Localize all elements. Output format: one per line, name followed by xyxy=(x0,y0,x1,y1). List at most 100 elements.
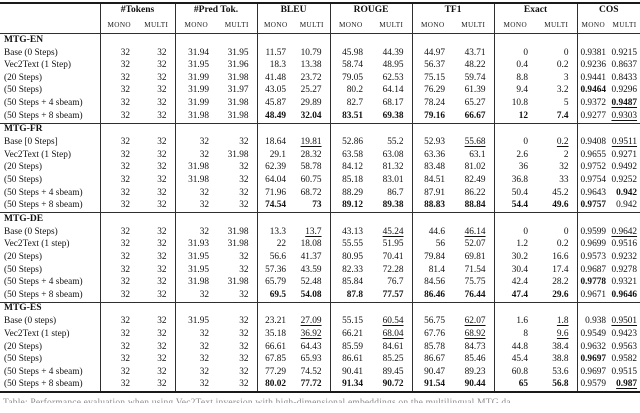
value-cell: 0.987 xyxy=(616,379,638,390)
value-cell: 32 xyxy=(157,72,167,83)
value-cell: 31.95 xyxy=(174,315,218,329)
value-cell: 74.54 xyxy=(256,199,295,213)
value-cell: 66.67 xyxy=(464,110,486,121)
value-cell: 10.8 xyxy=(493,97,537,110)
value-cell: 32 xyxy=(174,353,218,367)
value-cell: 32 xyxy=(99,366,138,379)
value-cell: 85.84 xyxy=(329,276,372,290)
value-cell: 51.95 xyxy=(382,239,404,250)
value-cell: 55.15 xyxy=(329,315,372,329)
value-cell: 62.39 xyxy=(256,161,295,175)
value-cell: 32 xyxy=(174,186,218,200)
value-cell: 79.16 xyxy=(411,109,454,124)
value-cell: 44.39 xyxy=(382,47,404,58)
value-cell: 32 xyxy=(174,289,218,303)
empty-cell xyxy=(256,122,295,137)
value-cell: 56.6 xyxy=(256,251,295,264)
value-cell: 32 xyxy=(99,199,138,213)
value-cell: 8.8 xyxy=(493,72,537,85)
value-cell: 32 xyxy=(157,47,167,58)
value-cell: 91.54 xyxy=(411,378,454,393)
results-table-body: MTG-EN Base (0 Steps) 32 32 31.94 31.95 11.57 1… xyxy=(0,33,640,393)
value-cell: 62.53 xyxy=(382,72,404,83)
subheader-cell: MULTI xyxy=(379,20,404,29)
value-cell: 46.14 xyxy=(464,226,486,237)
empty-cell xyxy=(609,301,640,316)
value-cell: 0.9232 xyxy=(611,251,638,262)
value-cell: 32 xyxy=(157,328,167,339)
empty-cell xyxy=(217,33,258,47)
section-title: MTG-EN xyxy=(0,33,100,47)
value-cell: 69.81 xyxy=(464,251,486,262)
row-label: (50 Steps + 4 sbeam) xyxy=(4,366,83,377)
value-cell: 11.57 xyxy=(256,47,295,60)
value-cell: 58.78 xyxy=(300,162,322,173)
table-row: (50 Steps + 4 sbeam) 32 32 32 32 71.96 68.72 88… xyxy=(0,186,640,200)
value-cell: 32 xyxy=(157,239,167,250)
empty-cell xyxy=(493,301,537,316)
table-row: (50 Steps + 8 sbeam) 32 32 32 32 80.02 77.72 91… xyxy=(0,378,640,393)
value-cell: 29.1 xyxy=(256,149,295,162)
value-cell: 78.24 xyxy=(411,97,454,110)
value-cell: 53.6 xyxy=(552,366,569,377)
value-cell: 32 xyxy=(174,366,218,379)
empty-cell xyxy=(576,212,610,227)
empty-cell xyxy=(493,122,537,137)
value-cell: 31.99 xyxy=(174,84,218,98)
value-cell: 32 xyxy=(99,84,138,98)
value-cell: 0.9423 xyxy=(611,328,638,339)
value-cell: 0.9252 xyxy=(611,174,638,185)
value-cell: 32 xyxy=(239,289,249,300)
value-cell: 32 xyxy=(239,354,249,365)
value-cell: 54.4 xyxy=(493,199,537,213)
value-cell: 33 xyxy=(559,174,569,185)
value-cell: 0.9757 xyxy=(576,199,610,213)
table-row: (50 Steps + 8 sbeam) 32 32 31.98 31.98 48.49 3… xyxy=(0,109,640,124)
value-cell: 81.02 xyxy=(464,162,486,173)
empty-cell xyxy=(536,301,578,316)
empty-cell xyxy=(256,301,295,316)
empty-cell xyxy=(411,301,454,316)
value-cell: 13.3 xyxy=(256,226,295,239)
value-cell: 75.15 xyxy=(411,72,454,85)
value-cell: 43.59 xyxy=(300,264,322,275)
column-group-header: #Tokens xyxy=(99,3,176,18)
value-cell: 32 xyxy=(99,161,138,175)
value-cell: 32 xyxy=(239,137,249,148)
value-cell: 69.5 xyxy=(256,289,295,303)
empty-cell xyxy=(99,212,138,227)
value-cell: 22 xyxy=(256,238,295,252)
value-cell: 32 xyxy=(157,200,167,211)
empty-cell xyxy=(411,212,454,227)
row-label: (50 Steps) xyxy=(4,85,42,96)
value-cell: 31.98 xyxy=(227,72,249,83)
value-cell: 41.48 xyxy=(256,72,295,85)
value-cell: 0.9642 xyxy=(611,226,638,237)
subheader-cell: MONO xyxy=(99,18,138,34)
empty-cell xyxy=(609,212,640,227)
value-cell: 2 xyxy=(563,149,569,160)
value-cell: 66.21 xyxy=(329,328,372,341)
empty-cell xyxy=(576,301,610,316)
value-cell: 32 xyxy=(99,276,138,290)
value-cell: 57.36 xyxy=(256,263,295,277)
value-cell: 68.04 xyxy=(382,328,404,339)
value-cell: 80.02 xyxy=(256,378,295,393)
table-row: (50 Steps) 32 32 31.98 32 64.04 60.75 85.18 83.0… xyxy=(0,174,640,187)
value-cell: 31.98 xyxy=(227,277,249,288)
subheader-row: MONO MULTI MONO MULTI MONO MULTI MONO MULTI MONO… xyxy=(0,18,640,34)
value-cell: 88.84 xyxy=(464,200,486,211)
value-cell: 84.61 xyxy=(382,341,404,352)
value-cell: 88.83 xyxy=(411,199,454,213)
value-cell: 43.71 xyxy=(464,47,486,58)
value-cell: 90.47 xyxy=(411,366,454,379)
value-cell: 32 xyxy=(174,226,218,239)
value-cell: 0.8637 xyxy=(611,60,638,71)
value-cell: 28.2 xyxy=(552,277,569,288)
row-label: Base [0 Steps] xyxy=(4,137,58,148)
value-cell: 0.9408 xyxy=(576,136,610,150)
value-cell: 0.942 xyxy=(616,187,638,198)
table-row: (20 Steps) 32 32 32 32 66.61 64.43 85.59 84.61 85… xyxy=(0,340,640,354)
empty-cell xyxy=(371,212,413,227)
row-label: Base (0 Steps) xyxy=(4,47,58,58)
